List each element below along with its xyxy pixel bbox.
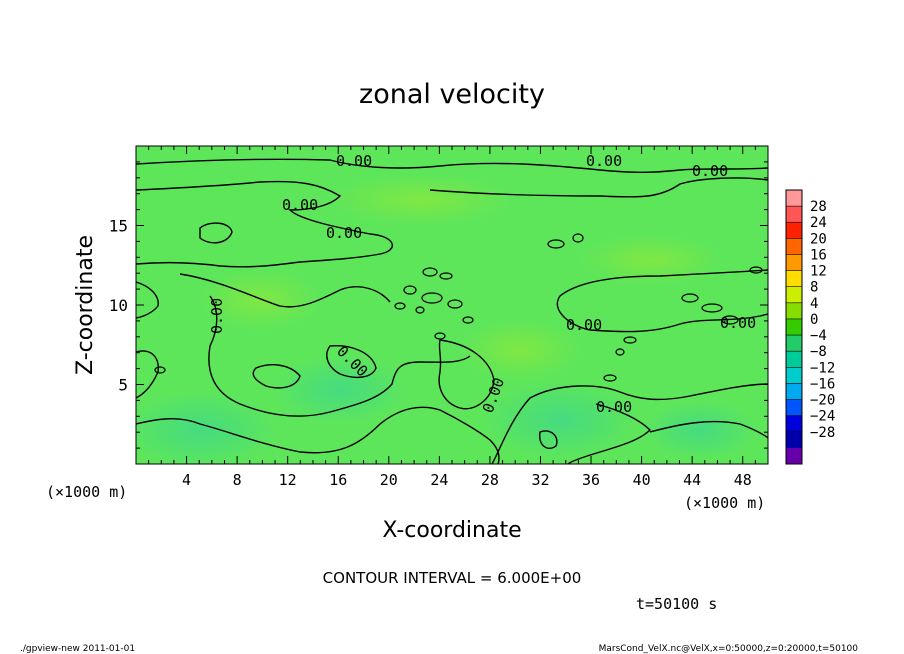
plot-area: 0.00 0.00 0.00 0.00 0.00 0.00 0.00 0.00 … (136, 146, 768, 464)
contour-label: 0.00 (596, 398, 632, 416)
contour-interval-text: CONTOUR INTERVAL = 6.000E+00 (323, 569, 582, 587)
chart-title: zonal velocity (359, 79, 545, 110)
x-tick-label: 24 (430, 471, 448, 489)
colorbar-label: 12 (810, 264, 827, 280)
colorbar-frame (785, 189, 803, 465)
contour-label-group: 0.00 0.00 0.00 0.00 0.00 0.00 0.00 0.00 … (208, 152, 756, 416)
colorbar-swatch (786, 206, 802, 223)
colorbar-swatch (786, 270, 802, 288)
contour-lines (136, 158, 768, 464)
contour-label: 0.00 (720, 314, 756, 332)
colorbar-swatch (786, 222, 802, 239)
colorbar-swatch (786, 286, 802, 304)
colorbar-label: 24 (810, 215, 827, 231)
y-axis-label: Z-coordinate (73, 235, 98, 375)
contour-label: 0.00 (282, 196, 318, 214)
x-unit-left: (×1000 m) (46, 483, 127, 501)
colorbar-label: −28 (810, 425, 835, 441)
x-axis-label: X-coordinate (382, 518, 521, 543)
x-tick-label: 20 (380, 471, 398, 489)
colorbar-swatch (786, 190, 802, 207)
colorbar-swatch (786, 367, 802, 384)
contour-label: 0.00 (692, 162, 728, 180)
x-tick-label: 12 (279, 471, 297, 489)
colorbar-label: 28 (810, 199, 827, 215)
x-tick-label: 40 (633, 471, 651, 489)
colorbar-swatch (786, 335, 802, 352)
colorbar-swatch (786, 302, 802, 320)
y-tick-label: 10 (109, 296, 128, 315)
contour-label: 0.00 (336, 152, 372, 170)
x-tick-label: 8 (233, 471, 242, 489)
contour-islands (154, 233, 763, 382)
colorbar-label: −4 (810, 328, 827, 344)
x-tick-label: 48 (734, 471, 752, 489)
colorbar-label: 0 (810, 312, 818, 328)
colorbar-label: −8 (810, 344, 827, 360)
time-label: t=50100 s (636, 595, 717, 613)
colorbar-swatch (786, 238, 802, 255)
colorbar-label: 4 (810, 296, 818, 312)
x-tick-label: 44 (683, 471, 701, 489)
footer-right: MarsCond_VelX.nc@VelX,x=0:50000,z=0:2000… (599, 644, 859, 654)
contour-label: 0.00 (566, 316, 602, 334)
contour-label: 0.00 (326, 224, 362, 242)
x-tick-label: 32 (531, 471, 549, 489)
footer-left: ./gpview-new 2011-01-01 (20, 644, 135, 654)
colorbar-label: 20 (810, 231, 827, 247)
x-tick-label: 28 (481, 471, 499, 489)
colorbar-swatch (786, 254, 802, 272)
colorbar-swatch (786, 351, 802, 368)
contour-label: 0.00 (586, 152, 622, 170)
colorbar-label: 16 (810, 247, 827, 263)
x-tick-label: 36 (582, 471, 600, 489)
colorbar-swatch (786, 383, 802, 401)
x-tick-label: 16 (329, 471, 347, 489)
colorbar-swatch (786, 415, 802, 433)
colorbar-label: 8 (810, 280, 818, 296)
x-axis: 4 8 12 16 20 24 28 32 36 40 44 48 (148, 146, 756, 489)
colorbar-label: −12 (810, 360, 835, 376)
contour-label: 0.00 (208, 298, 226, 334)
x-tick-label: 4 (182, 471, 191, 489)
y-tick-label: 15 (109, 217, 128, 236)
y-tick-label: 5 (118, 376, 128, 395)
colorbar-swatch (786, 318, 802, 336)
colorbar-swatch (786, 399, 802, 417)
colorbar-label: −24 (810, 409, 835, 425)
colorbar-label: −16 (810, 376, 835, 392)
colorbar-swatch (786, 431, 802, 449)
y-axis: 5 10 15 (109, 161, 768, 449)
x-unit-right: (×1000 m) (684, 494, 765, 512)
colorbar-label: −20 (810, 393, 835, 409)
colorbar-swatch (786, 447, 802, 465)
